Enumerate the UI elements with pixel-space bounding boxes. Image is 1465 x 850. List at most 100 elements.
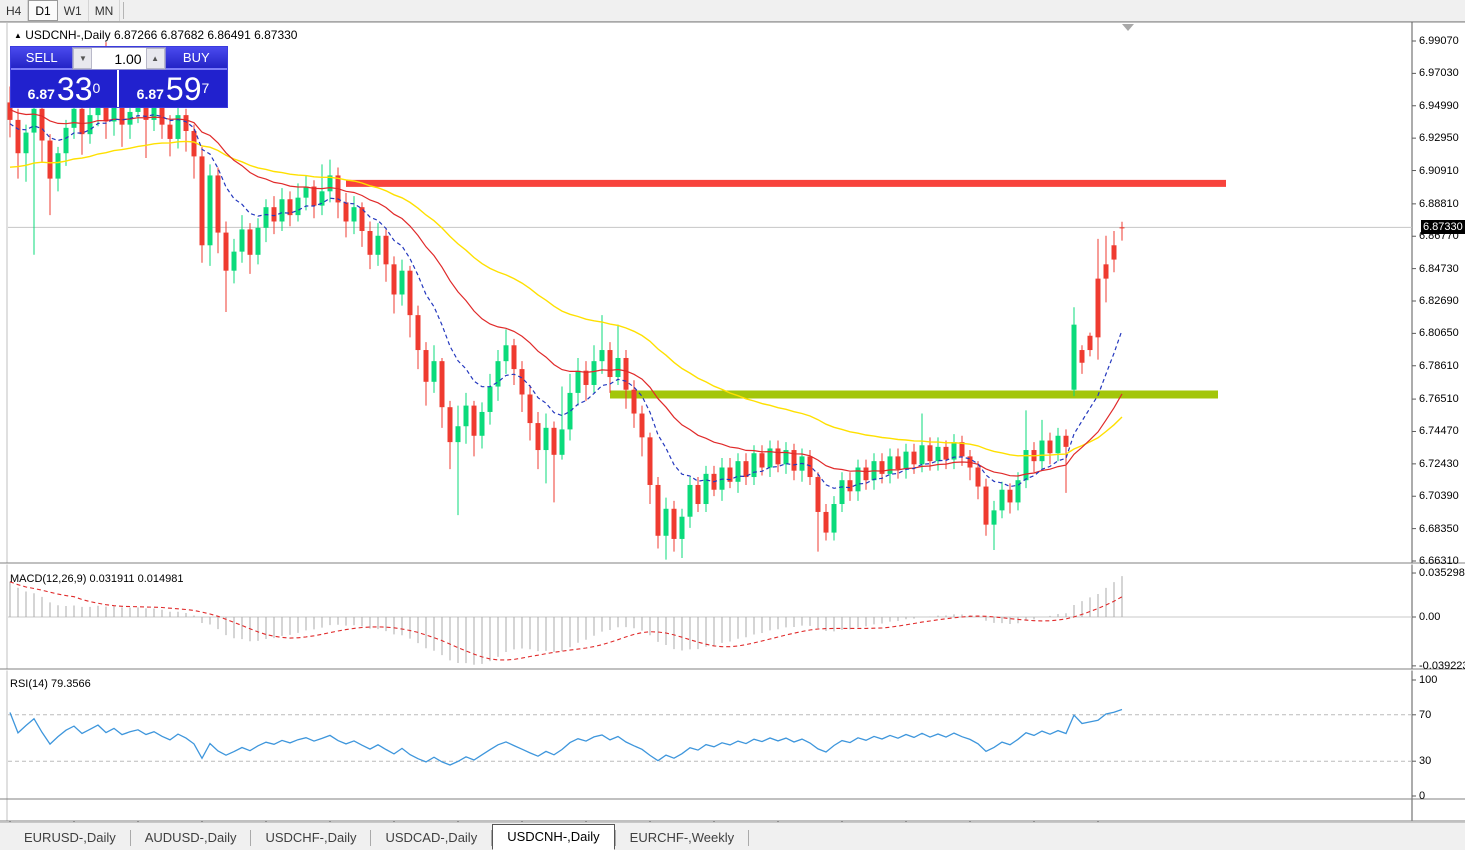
candle-body <box>151 107 157 120</box>
candle-body <box>383 235 389 265</box>
candle-body <box>119 100 125 125</box>
candle-body <box>343 202 349 222</box>
buy-quote[interactable]: 6.87 59 7 <box>119 70 227 107</box>
candle-body <box>431 361 437 382</box>
candle-body <box>607 350 613 378</box>
price-axis-label: 6.76510 <box>1419 393 1459 406</box>
candle-body <box>663 508 669 536</box>
timeframe-button-w1[interactable]: W1 <box>58 0 89 21</box>
sell-quote[interactable]: 6.87 33 0 <box>11 70 119 107</box>
autoscroll-marker-icon[interactable] <box>1122 24 1134 31</box>
candle-body <box>439 361 445 408</box>
candle-body <box>143 102 149 120</box>
volume-input[interactable] <box>92 48 146 69</box>
candle-body <box>743 461 749 478</box>
buy-button[interactable]: BUY <box>165 47 227 70</box>
candle-body <box>975 467 981 487</box>
candle-body <box>455 426 461 443</box>
candle-body <box>279 199 285 222</box>
price-axis-label: 6.68350 <box>1419 522 1459 535</box>
candle-body <box>735 461 741 482</box>
candle-body <box>1095 278 1101 338</box>
candle-body <box>247 229 253 255</box>
candle-body <box>471 405 477 436</box>
chart-tab-usdchfdaily[interactable]: USDCHF-,Daily <box>265 830 357 845</box>
candle-body <box>287 199 293 216</box>
candle-body <box>991 510 997 525</box>
rsi-label: RSI(14) 79.3566 <box>10 678 91 690</box>
candle-body <box>695 484 701 505</box>
candle-body <box>855 467 861 492</box>
candle-body <box>1119 227 1125 229</box>
candle-body <box>447 407 453 443</box>
candle-body <box>639 413 645 438</box>
one-click-trade-panel: SELL ▼ ▲ BUY 6.87 33 0 6.87 59 7 <box>10 46 228 108</box>
rsi-axis-label: 70 <box>1419 708 1432 721</box>
candle-body <box>215 175 221 233</box>
timeframe-button-mn[interactable]: MN <box>89 0 121 21</box>
candle-body <box>831 504 837 533</box>
rsi-axis-label: 0 <box>1419 790 1426 802</box>
toolbar-separator <box>123 2 125 19</box>
candle-body <box>63 127 69 154</box>
candle-body <box>703 473 709 505</box>
candle-body <box>959 442 965 457</box>
candle-body <box>759 453 765 468</box>
candle-body <box>207 175 213 246</box>
price-axis-label: 6.90910 <box>1419 164 1459 177</box>
sell-price-sup: 0 <box>92 80 101 96</box>
tab-separator <box>250 830 252 846</box>
candle-body <box>319 191 325 206</box>
candle-body <box>1015 480 1021 503</box>
price-axis-label: 6.74470 <box>1419 425 1459 438</box>
buy-price-sup: 7 <box>201 80 210 96</box>
candle-body <box>919 445 925 465</box>
candle-body <box>895 456 901 470</box>
chart-tab-bar: EURUSD-,Daily AUDUSD-,Daily USDCHF-,Daily U… <box>0 822 1465 850</box>
sell-price-big: 33 <box>56 71 93 107</box>
chart-tab-eurchfweekly[interactable]: EURCHF-,Weekly <box>629 830 735 845</box>
volume-decrease-icon[interactable]: ▼ <box>73 48 93 69</box>
candle-body <box>511 345 517 370</box>
candle-body <box>535 423 541 451</box>
symbol-name: USDCNH-,Daily <box>25 28 111 42</box>
candle-body <box>255 227 261 255</box>
chart-window[interactable]: ▲ USDCNH-,Daily 6.87266 6.87682 6.86491 … <box>0 22 1465 838</box>
chart-tab-audusddaily[interactable]: AUDUSD-,Daily <box>144 830 237 845</box>
volume-increase-icon[interactable]: ▲ <box>145 48 165 69</box>
volume-spinner: ▼ ▲ <box>72 47 166 70</box>
rsi-axis-label: 30 <box>1419 755 1432 768</box>
candle-body <box>559 429 565 455</box>
candle-body <box>191 130 197 157</box>
timeframe-button-h4[interactable]: H4 <box>0 0 29 21</box>
candle-body <box>903 451 909 470</box>
candle-body <box>303 186 309 198</box>
price-axis-label: 6.86770 <box>1419 230 1459 243</box>
candle-body <box>231 251 237 271</box>
candle-body <box>687 484 693 517</box>
candle-body <box>887 456 893 474</box>
current-price-tag: 6.87330 <box>1421 220 1465 235</box>
candle-body <box>295 197 301 216</box>
candle-body <box>847 480 853 492</box>
collapse-triangle-icon[interactable]: ▲ <box>14 31 22 40</box>
chart-tab-usdcnhdaily[interactable]: USDCNH-,Daily <box>492 824 615 850</box>
chart-tab-usdcaddaily[interactable]: USDCAD-,Daily <box>385 830 478 845</box>
candle-body <box>1087 335 1093 351</box>
candle-body <box>15 119 21 154</box>
candle-body <box>495 361 501 387</box>
candle-body <box>911 451 917 465</box>
tab-separator <box>614 830 616 846</box>
candle-body <box>815 477 821 512</box>
chart-tab-eurusddaily[interactable]: EURUSD-,Daily <box>24 830 116 845</box>
timeframe-button-d1[interactable]: D1 <box>28 0 58 21</box>
candle-body <box>71 108 77 128</box>
resistance-band[interactable] <box>346 179 1226 187</box>
candle-body <box>1111 245 1117 260</box>
support-band[interactable] <box>610 390 1218 399</box>
sell-button[interactable]: SELL <box>11 47 73 70</box>
candle-body <box>111 100 117 122</box>
chart-canvas[interactable] <box>0 22 1465 822</box>
candle-body <box>415 315 421 351</box>
